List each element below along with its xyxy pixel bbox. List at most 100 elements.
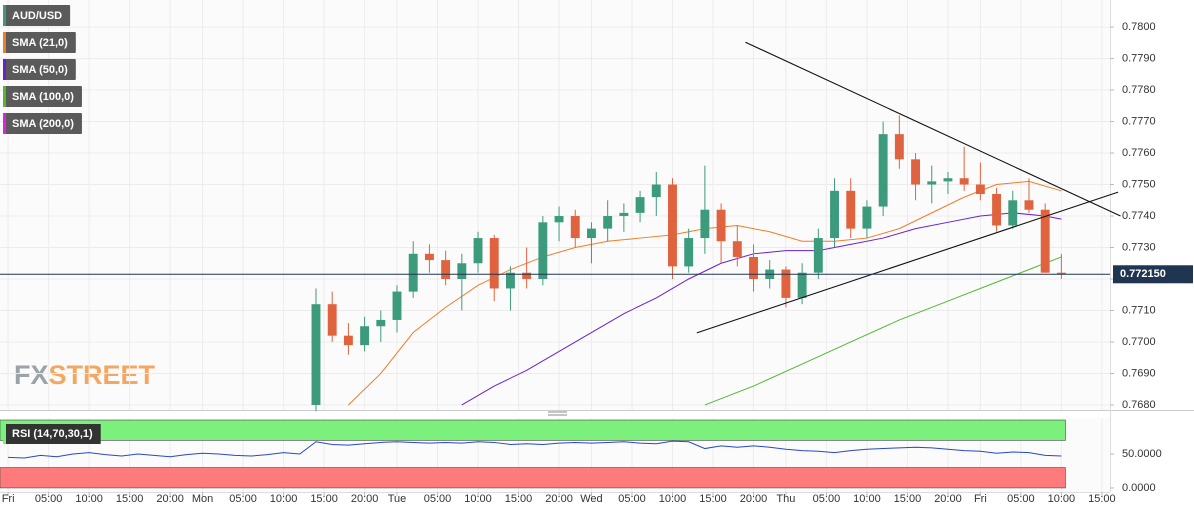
legend-box	[3, 113, 82, 134]
legend-label: SMA (50,0)	[12, 64, 68, 76]
candle-body	[343, 335, 353, 346]
legend-box	[3, 5, 71, 26]
y-tick-label: 0.7700	[1122, 336, 1156, 348]
plot	[0, 41, 1121, 489]
candle-body	[943, 178, 953, 182]
candle-body	[360, 326, 370, 346]
candle-body	[813, 238, 823, 273]
x-tick-label: 20:00	[156, 493, 184, 505]
labels: 0.76800.76900.77000.77100.77200.77300.77…	[2, 5, 1193, 505]
candle-body	[441, 260, 451, 280]
x-tick-label: Fri	[2, 493, 15, 505]
x-tick-label: 05:00	[1007, 493, 1035, 505]
x-tick-label: 10:00	[464, 493, 492, 505]
y-tick-label: 0.7710	[1122, 304, 1156, 316]
y-tick-label: 0.7780	[1122, 84, 1156, 96]
logo-part: FX	[14, 360, 49, 390]
legend-box	[3, 59, 76, 80]
x-tick-label: 05:00	[35, 493, 63, 505]
candle-body	[797, 272, 807, 298]
x-tick-label: 15:00	[310, 493, 338, 505]
candle-body	[862, 206, 872, 229]
candle-body	[830, 190, 839, 239]
legend-swatch	[3, 32, 6, 53]
candle-body	[587, 228, 596, 239]
legend-label: SMA (200,0)	[12, 118, 74, 130]
candle-body	[878, 134, 888, 207]
candle-body	[635, 197, 645, 213]
legend-box	[3, 32, 76, 53]
price-panel	[0, 0, 1110, 410]
candle-body	[376, 319, 386, 327]
candle-body	[781, 269, 791, 298]
legend-label: SMA (100,0)	[12, 91, 74, 103]
candle-body	[700, 209, 710, 239]
x-tick-label: 15:00	[505, 493, 533, 505]
candle-body	[911, 159, 921, 185]
x-tick-label: Fri	[974, 493, 987, 505]
indicator-label: RSI (14,70,30,1)	[12, 428, 93, 440]
x-tick-label: 20:00	[740, 493, 768, 505]
candle-body	[1040, 209, 1050, 273]
x-tick-label: 05:00	[813, 493, 841, 505]
candle-body	[684, 238, 694, 267]
candle-body	[1056, 272, 1066, 275]
x-tick-label: 10:00	[75, 493, 103, 505]
candle-body	[1024, 200, 1034, 210]
candle-body	[1008, 200, 1018, 226]
legend-box	[3, 86, 82, 107]
rsi-band	[0, 467, 1066, 489]
candle-body	[311, 304, 321, 405]
y-tick-label: 0.7730	[1122, 241, 1156, 253]
candle-body	[603, 216, 613, 229]
candle-body	[894, 134, 904, 160]
y-tick-label: 0.7690	[1122, 367, 1156, 379]
legend-label: SMA (21,0)	[12, 37, 68, 49]
candle-body	[392, 291, 402, 320]
x-tick-label: 05:00	[229, 493, 257, 505]
y-tick-label: 0.7790	[1122, 52, 1156, 64]
candle-body	[408, 253, 418, 292]
candle-body	[749, 256, 758, 280]
candle-body	[327, 304, 337, 336]
y-tick-label: 0.7680	[1122, 399, 1156, 411]
logo: FXSTREET	[14, 360, 156, 390]
x-tick-label: 20:00	[934, 493, 962, 505]
sma-line	[704, 256, 1062, 406]
x-tick-label: 15:00	[894, 493, 922, 505]
legend-swatch	[3, 113, 6, 134]
x-tick-label: Wed	[580, 493, 602, 505]
last-price-label: 0.772150	[1120, 268, 1166, 280]
candle-body	[975, 184, 985, 194]
y-tick-label: 0.7750	[1122, 178, 1156, 190]
y-tick-label: 0.7760	[1122, 147, 1156, 159]
candle-body	[554, 216, 564, 223]
indicator-label-box	[3, 424, 101, 444]
legend-swatch	[3, 86, 6, 107]
legend-swatch	[3, 59, 6, 80]
y-tick-label: 0.7740	[1122, 210, 1156, 222]
candle-body	[457, 263, 467, 280]
candle-body	[959, 178, 969, 185]
x-tick-label: 10:00	[270, 493, 298, 505]
last-price-box	[1113, 265, 1193, 284]
y-tick-label: 0.7770	[1122, 115, 1156, 127]
logo-part: STREET	[49, 360, 156, 390]
x-tick-label: 20:00	[351, 493, 379, 505]
candle-body	[505, 272, 515, 289]
x-tick-label: 10:00	[1048, 493, 1076, 505]
legend-swatch	[3, 5, 6, 26]
candle-body	[992, 193, 1002, 226]
x-tick-label: 05:00	[618, 493, 646, 505]
legend-swatch	[3, 424, 6, 444]
candle-body	[570, 216, 580, 239]
x-tick-label: Thu	[776, 493, 795, 505]
legend-label: AUD/USD	[12, 10, 62, 22]
candle-body	[716, 209, 726, 242]
candle-body	[473, 238, 483, 264]
rsi-line	[8, 440, 1062, 459]
candle-body	[846, 190, 856, 229]
candle-body	[538, 222, 548, 280]
x-tick-label: 15:00	[699, 493, 727, 505]
